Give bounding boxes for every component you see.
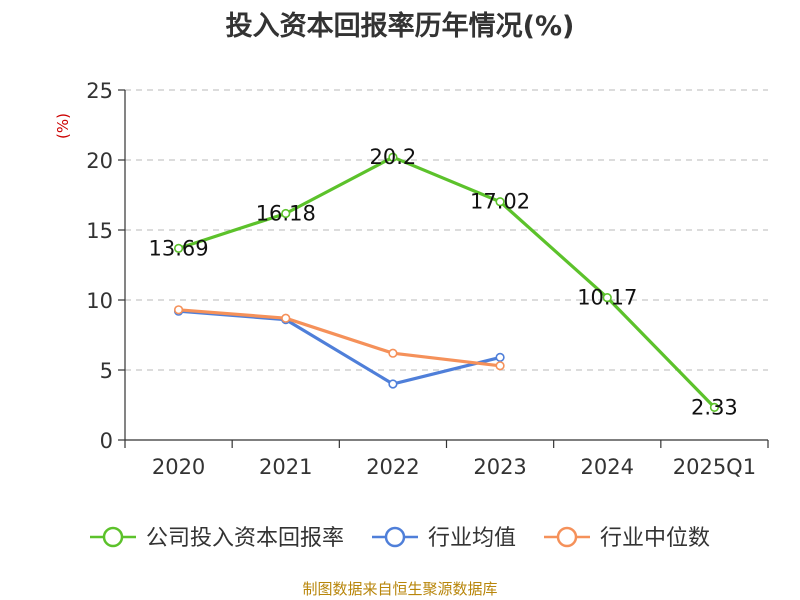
y-tick-label: 25 (86, 79, 113, 103)
series-line (178, 155, 716, 409)
data-point (388, 379, 398, 389)
legend-label: 行业中位数 (600, 526, 710, 551)
legend-marker (384, 526, 406, 548)
legend-marker (102, 526, 124, 548)
data-label: 10.17 (577, 286, 637, 310)
data-point (173, 305, 184, 315)
legend: 公司投入资本回报率 行业均值 行业中位数 (90, 526, 710, 551)
y-tick-label: 10 (86, 289, 113, 313)
grid-lines (125, 89, 768, 371)
data-label: 17.02 (470, 190, 530, 214)
data-point (495, 352, 505, 363)
data-label: 20.2 (370, 145, 417, 169)
data-point (173, 243, 184, 253)
y-tick-label: 20 (86, 149, 113, 173)
x-tick-label: 2022 (366, 455, 419, 479)
data-point (388, 348, 398, 358)
data-label: 2.33 (691, 395, 738, 419)
axes: 0 5 10 15 20 25 2020 2021 2022 2023 2024 2025Q1 (86, 79, 769, 479)
x-tick-label: 2024 (581, 455, 634, 479)
chart-title: 投入资本回报率历年情况(%) (226, 10, 575, 42)
source-note: 制图数据来自恒生聚源数据库 (302, 580, 497, 598)
data-point (495, 197, 505, 207)
y-tick-label: 5 (100, 359, 113, 383)
data-point (602, 293, 612, 303)
y-tick-label: 15 (86, 219, 113, 243)
data-point (281, 313, 291, 323)
data-point (281, 208, 291, 219)
legend-marker (556, 526, 578, 548)
x-tick-label: 2020 (152, 455, 205, 479)
legend-label: 公司投入资本回报率 (146, 526, 344, 551)
y-tick-label: 0 (100, 429, 113, 453)
data-point (709, 402, 720, 412)
data-point (388, 152, 398, 162)
x-tick-label: 2023 (473, 455, 526, 479)
series-line (178, 308, 501, 368)
data-label: 13.69 (149, 236, 209, 260)
x-tick-label: 2021 (259, 455, 312, 479)
legend-label: 行业均值 (428, 526, 516, 551)
series-line (178, 309, 501, 386)
data-point (495, 361, 505, 371)
y-axis-label: (%) (54, 113, 72, 139)
x-tick-label: 2025Q1 (673, 455, 756, 479)
series-lines: 13.69 16.18 20.2 17.02 10.17 2.33 (149, 145, 738, 419)
data-label: 16.18 (256, 201, 316, 225)
